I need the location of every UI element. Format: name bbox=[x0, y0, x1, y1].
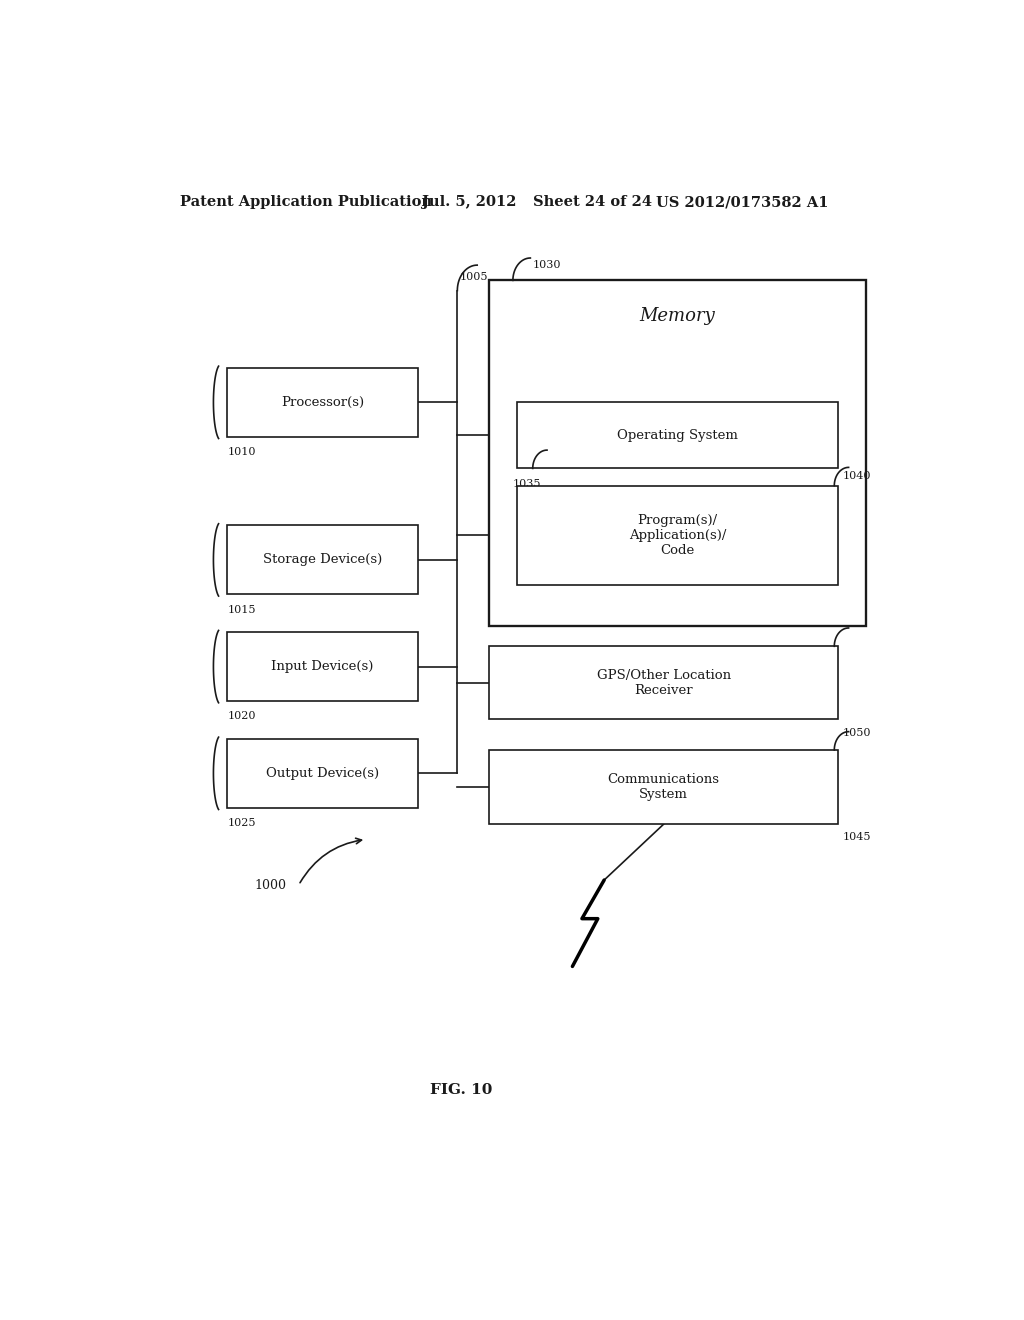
Text: Patent Application Publication: Patent Application Publication bbox=[179, 195, 431, 209]
Text: 1045: 1045 bbox=[842, 833, 870, 842]
FancyArrowPatch shape bbox=[300, 838, 361, 883]
Text: 1025: 1025 bbox=[227, 818, 256, 828]
Text: Program(s)/
Application(s)/
Code: Program(s)/ Application(s)/ Code bbox=[629, 513, 726, 557]
Text: Input Device(s): Input Device(s) bbox=[271, 660, 374, 673]
Text: Sheet 24 of 24: Sheet 24 of 24 bbox=[532, 195, 651, 209]
Bar bbox=[227, 525, 418, 594]
Text: GPS/Other Location
Receiver: GPS/Other Location Receiver bbox=[597, 669, 731, 697]
Text: Memory: Memory bbox=[640, 308, 716, 325]
Bar bbox=[227, 739, 418, 808]
Bar bbox=[227, 632, 418, 701]
Bar bbox=[489, 750, 839, 824]
Text: Output Device(s): Output Device(s) bbox=[266, 767, 379, 780]
Text: Communications
System: Communications System bbox=[607, 774, 720, 801]
Text: 1035: 1035 bbox=[513, 479, 542, 488]
Bar bbox=[489, 647, 839, 719]
Text: 1030: 1030 bbox=[532, 260, 561, 271]
Text: FIG. 10: FIG. 10 bbox=[430, 1084, 493, 1097]
Text: Processor(s): Processor(s) bbox=[281, 396, 364, 409]
Text: Storage Device(s): Storage Device(s) bbox=[263, 553, 382, 566]
Bar bbox=[517, 403, 839, 469]
Text: 1050: 1050 bbox=[842, 727, 870, 738]
Text: Operating System: Operating System bbox=[617, 429, 738, 442]
Text: 1005: 1005 bbox=[460, 272, 488, 282]
Text: 1000: 1000 bbox=[255, 879, 287, 891]
Text: US 2012/0173582 A1: US 2012/0173582 A1 bbox=[655, 195, 828, 209]
Text: 1010: 1010 bbox=[227, 447, 256, 457]
Bar bbox=[227, 368, 418, 437]
Bar bbox=[517, 486, 839, 585]
Bar bbox=[489, 280, 866, 626]
Text: 1015: 1015 bbox=[227, 605, 256, 615]
Text: 1040: 1040 bbox=[842, 471, 870, 480]
Text: Jul. 5, 2012: Jul. 5, 2012 bbox=[422, 195, 516, 209]
Text: 1020: 1020 bbox=[227, 711, 256, 721]
